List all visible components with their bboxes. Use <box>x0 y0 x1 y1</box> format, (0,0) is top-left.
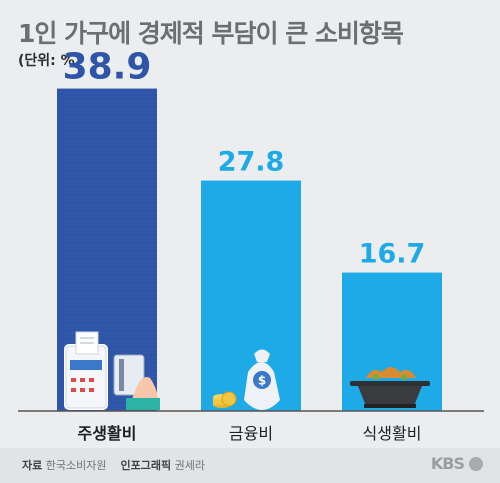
footer-bar <box>0 448 500 483</box>
receipt-terminal-icon <box>64 331 160 410</box>
value-label-1: 38.9 <box>63 47 152 88</box>
value-label-2: 27.8 <box>218 147 285 178</box>
hot-pot-icon <box>350 367 430 408</box>
category-label-3: 식생활비 <box>363 424 422 443</box>
graphic-label: 인포그래픽 <box>120 459 172 472</box>
svg-text:$: $ <box>258 374 266 388</box>
unit-label: (단위: %) <box>18 53 82 69</box>
bar-chart: $ 38.9 27.8 16.7 주생활비 금융비 식생활비 <box>18 47 484 443</box>
source-credit: 자료 한국소비자원 인포그래픽 권세라 <box>22 457 205 473</box>
kbs-logo-mark <box>469 457 483 471</box>
source-label: 자료 <box>22 459 43 472</box>
chart-title: 1인 가구에 경제적 부담이 큰 소비항목 <box>18 19 404 48</box>
category-label-1: 주생활비 <box>78 424 137 443</box>
graphic-value: 권세라 <box>174 459 205 472</box>
category-label-2: 금융비 <box>229 424 273 443</box>
source-value: 한국소비자원 <box>45 459 107 472</box>
money-bag-icon: $ <box>213 349 280 410</box>
value-label-3: 16.7 <box>359 239 426 270</box>
kbs-logo: KBS <box>430 454 465 473</box>
